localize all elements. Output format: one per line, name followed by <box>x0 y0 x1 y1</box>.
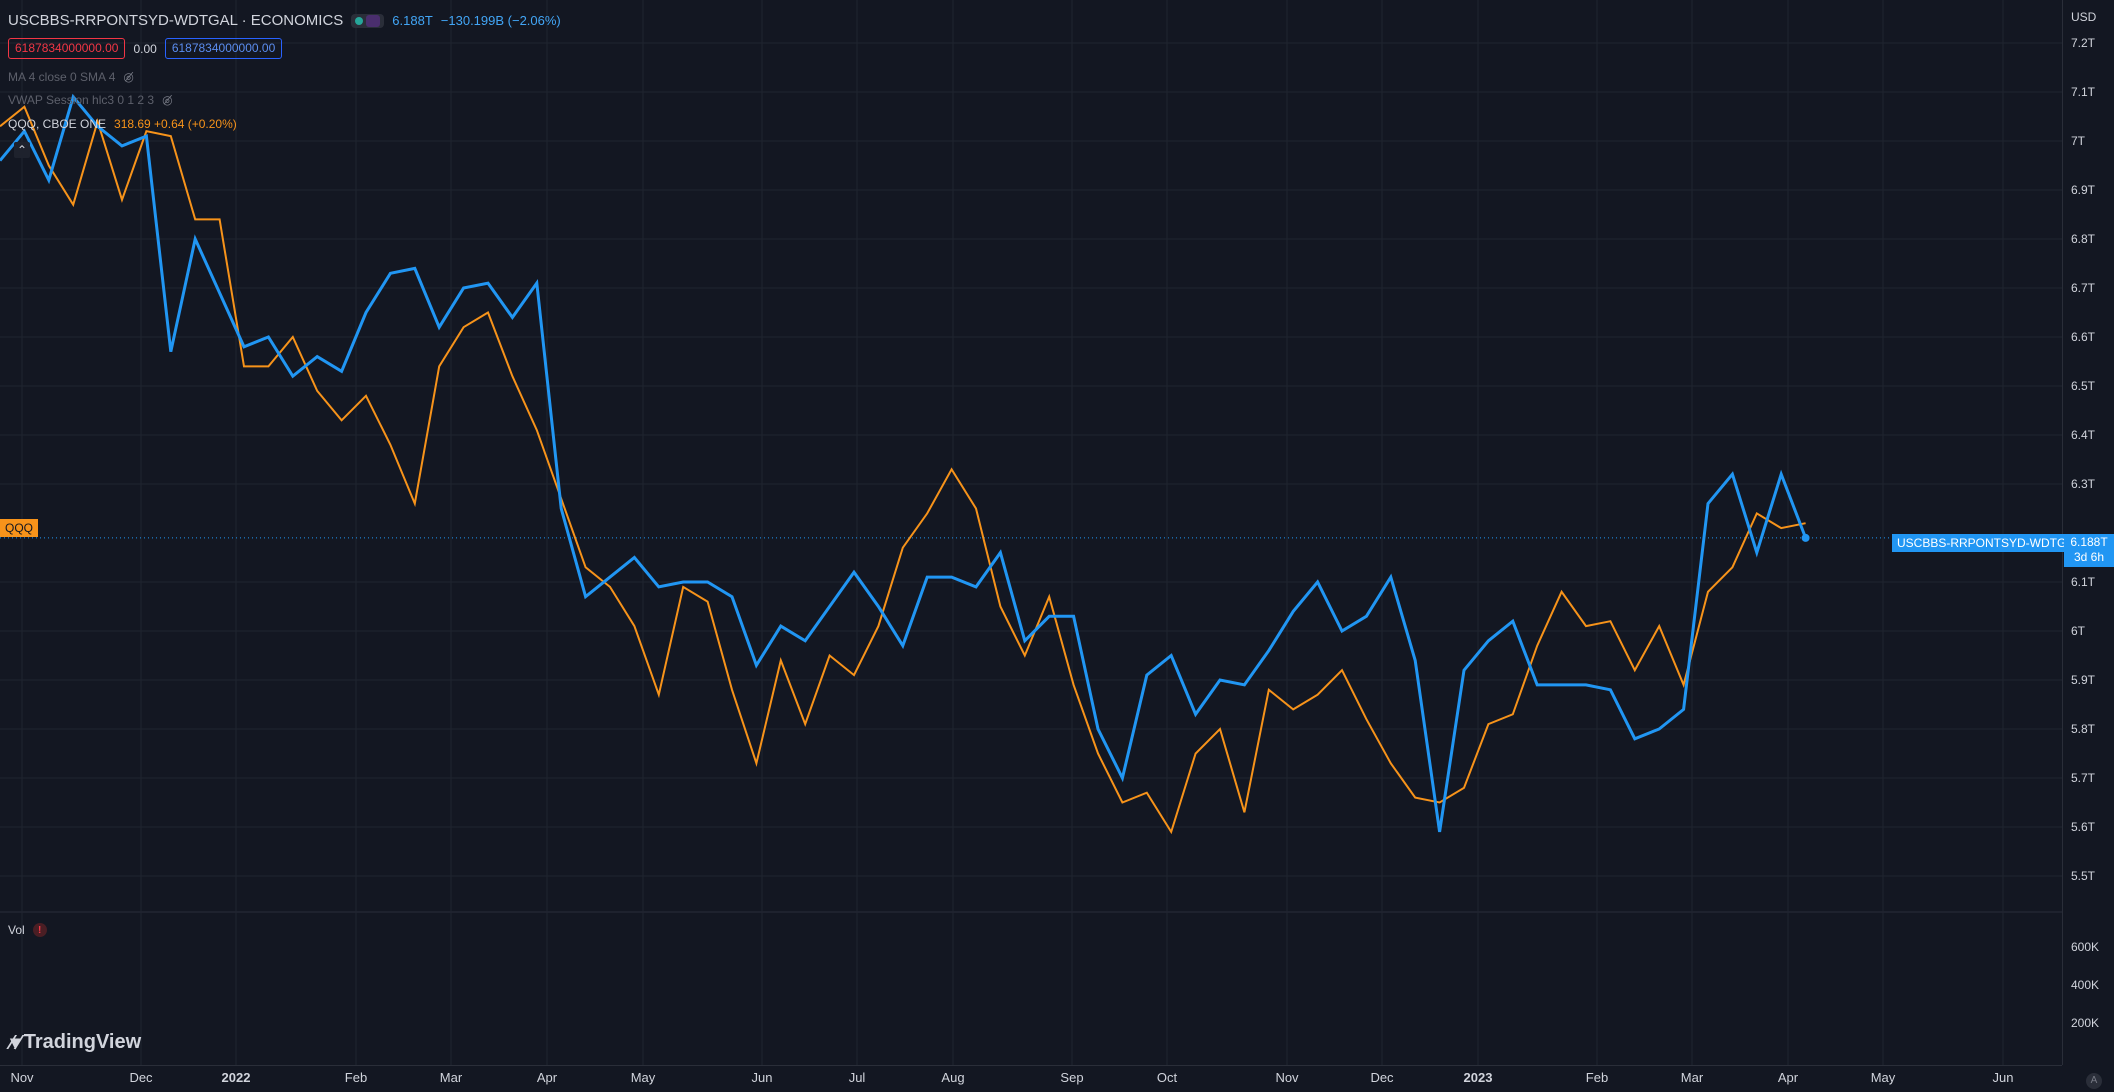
x-tick-label: Jun <box>1992 1070 2014 1085</box>
x-tick-label: Apr <box>1777 1070 1799 1085</box>
y-tick-label: 6.8T <box>2071 232 2096 246</box>
volume-tick-label: 200K <box>2071 1016 2100 1030</box>
y-tick-label: 6T <box>2071 624 2086 638</box>
qqq-legend[interactable]: QQQ, CBOE ONE 318.69 +0.64 (+0.20%) <box>8 117 237 131</box>
y-tick-label: 6.9T <box>2071 183 2096 197</box>
volume-label: Vol <box>8 923 25 937</box>
chevron-up-icon[interactable]: ⌃ <box>14 142 30 158</box>
eye-off-icon[interactable]: ◎̸ <box>123 70 134 84</box>
tradingview-logo[interactable]: ⁄▾⁄ TradingView <box>10 1030 141 1055</box>
ma-label: MA 4 close 0 SMA 4 <box>8 70 116 84</box>
series-name-tag: USCBBS-RRPONTSYD-WDTGAL <box>1892 534 2087 552</box>
x-tick-label: Oct <box>1156 1070 1178 1085</box>
value-box-red: 6187834000000.00 <box>8 38 126 59</box>
x-tick-label: Dec <box>1370 1070 1394 1085</box>
y-tick-label: 7.2T <box>2071 36 2096 50</box>
last-price: 6.188T <box>392 13 433 28</box>
price-change: −130.199B (−2.06%) <box>440 13 561 28</box>
last-point-marker <box>1801 533 1810 542</box>
auto-scale-button[interactable]: A <box>2086 1073 2102 1089</box>
x-tick-label: Aug <box>941 1070 965 1085</box>
x-tick-label: Jul <box>848 1070 866 1085</box>
y-tick-label: 6.1T <box>2071 575 2096 589</box>
volume-legend[interactable]: Vol ! <box>8 923 47 937</box>
x-tick-label: May <box>1870 1070 1896 1085</box>
market-status-pill[interactable] <box>351 13 385 28</box>
logo-text: TradingView <box>23 1031 142 1053</box>
vwap-indicator-legend[interactable]: VWAP Session hlc3 0 1 2 3 ◎̸ <box>8 93 173 107</box>
x-tick-label: Nov <box>10 1070 34 1085</box>
y-tick-label: 5.9T <box>2071 673 2096 687</box>
value-box-blue: 6187834000000.00 <box>164 38 283 59</box>
x-tick-label: Sep <box>1060 1070 1084 1085</box>
last-price-value: 6.188T <box>2070 535 2108 549</box>
y-tick-label: 5.8T <box>2071 722 2096 736</box>
y-tick-label: 6.7T <box>2071 281 2096 295</box>
last-price-tag: 6.188T 3d 6h <box>2064 534 2114 567</box>
chart-grid <box>0 0 2062 1065</box>
currency-label: USD <box>2071 10 2097 24</box>
eye-off-icon[interactable]: ◎̸ <box>162 93 173 107</box>
x-tick-label: Feb <box>1585 1070 1609 1085</box>
x-tick-label: Jun <box>751 1070 773 1085</box>
qqq-label: QQQ, CBOE ONE <box>8 117 107 131</box>
x-tick-label: Apr <box>536 1070 558 1085</box>
x-tick-label: 2023 <box>1463 1070 1493 1085</box>
symbol-title[interactable]: USCBBS-RRPONTSYD-WDTGAL · ECONOMICS <box>8 12 344 29</box>
x-axis-line <box>0 1065 2062 1066</box>
main-legend[interactable]: USCBBS-RRPONTSYD-WDTGAL · ECONOMICS 6.18… <box>8 12 561 29</box>
flag-icon <box>366 14 381 27</box>
vwap-label: VWAP Session hlc3 0 1 2 3 <box>8 93 155 107</box>
warning-icon[interactable]: ! <box>32 923 47 937</box>
y-tick-label: 7.1T <box>2071 85 2096 99</box>
price-axis[interactable] <box>2062 0 2114 1065</box>
y-tick-label: 5.5T <box>2071 869 2096 883</box>
y-tick-label: 5.6T <box>2071 820 2096 834</box>
qqq-values: 318.69 +0.64 (+0.20%) <box>114 117 237 131</box>
status-dot-icon <box>355 16 364 25</box>
main-series-line <box>0 93 1808 833</box>
y-tick-label: 5.7T <box>2071 771 2096 785</box>
tradingview-logo-icon: ⁄▾⁄ <box>10 1032 21 1054</box>
x-tick-label: 2022 <box>221 1070 251 1085</box>
ma-indicator-legend[interactable]: MA 4 close 0 SMA 4 ◎̸ <box>8 70 134 84</box>
y-tick-label: 6.3T <box>2071 477 2096 491</box>
x-tick-label: Feb <box>344 1070 368 1085</box>
value-boxes: 6187834000000.00 0.00 6187834000000.00 <box>8 38 283 59</box>
value-mid: 0.00 <box>133 41 157 56</box>
x-tick-label: Dec <box>129 1070 153 1085</box>
x-tick-label: Mar <box>1680 1070 1704 1085</box>
x-tick-label: Nov <box>1275 1070 1299 1085</box>
y-tick-label: 6.6T <box>2071 330 2096 344</box>
countdown-value: 3d 6h <box>2073 550 2105 564</box>
qqq-scale-tag: QQQ <box>0 519 39 537</box>
price-chart[interactable] <box>0 0 2062 1065</box>
volume-tick-label: 600K <box>2071 940 2100 954</box>
qqq-series-line <box>0 105 1806 835</box>
y-tick-label: 6.4T <box>2071 428 2096 442</box>
y-tick-label: 6.5T <box>2071 379 2096 393</box>
y-tick-label: 7T <box>2071 134 2086 148</box>
x-tick-label: Mar <box>439 1070 463 1085</box>
volume-tick-label: 400K <box>2071 978 2100 992</box>
x-tick-label: May <box>630 1070 656 1085</box>
